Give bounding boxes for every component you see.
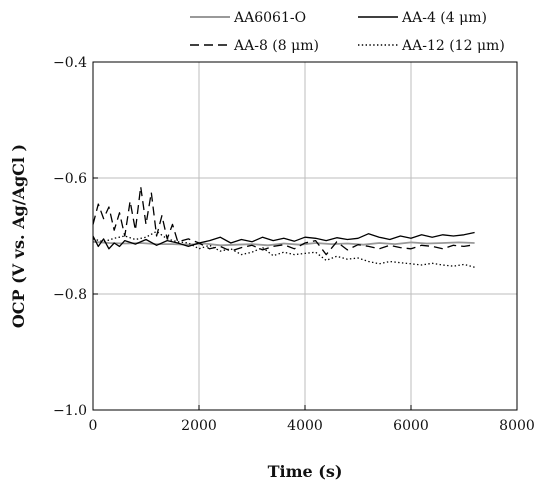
y-tick-label: −1.0 — [53, 403, 87, 419]
legend-label-2: AA-4 (4 μm) — [401, 10, 487, 26]
y-axis-title: OCP (V vs. Ag/AgCl ) — [9, 144, 28, 328]
x-tick-label: 0 — [89, 418, 98, 434]
ticks: 0 2000 4000 6000 8000 −1.0 −0.8 −0.6 −0.4 — [53, 55, 535, 434]
x-tick-label: 2000 — [181, 418, 217, 434]
grid — [93, 62, 517, 410]
series-line-1 — [92, 240, 475, 247]
x-tick-label: 6000 — [393, 418, 429, 434]
legend: AA6061-O AA-4 (4 μm) AA-8 (8 μm) AA-12 (12 … — [190, 10, 505, 54]
x-axis-title: Time (s) — [268, 462, 343, 481]
x-tick-label: 4000 — [287, 418, 323, 434]
y-tick-label: −0.6 — [53, 171, 87, 187]
x-tick-label: 8000 — [499, 418, 535, 434]
legend-label-3: AA-8 (8 μm) — [233, 38, 319, 54]
series-line-3 — [92, 186, 475, 256]
y-tick-label: −0.4 — [53, 55, 87, 71]
legend-label-1: AA6061-O — [233, 10, 306, 26]
series-line-2 — [92, 231, 475, 250]
y-tick-label: −0.8 — [53, 287, 87, 303]
legend-label-4: AA-12 (12 μm) — [401, 38, 505, 54]
series-layer — [92, 186, 475, 268]
